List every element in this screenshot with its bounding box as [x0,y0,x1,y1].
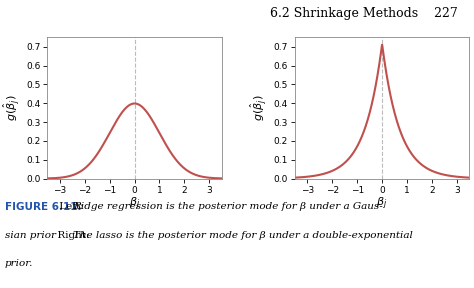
Text: . Right:: . Right: [51,231,92,240]
Text: Left:: Left: [56,202,87,211]
X-axis label: $\beta_j$: $\beta_j$ [376,196,388,212]
Text: Ridge regression is the posterior mode for β under a Gaus-: Ridge regression is the posterior mode f… [73,202,383,211]
Y-axis label: $g(\hat{\beta}_j)$: $g(\hat{\beta}_j)$ [1,95,22,121]
Text: The lasso is the posterior mode for β under a double-exponential: The lasso is the posterior mode for β un… [73,231,413,240]
Text: 6.2 Shrinkage Methods    227: 6.2 Shrinkage Methods 227 [270,7,458,20]
Y-axis label: $g(\hat{\beta}_j)$: $g(\hat{\beta}_j)$ [249,95,269,121]
Text: sian prior: sian prior [5,231,56,240]
X-axis label: $\beta_j$: $\beta_j$ [129,196,140,212]
Text: prior.: prior. [5,259,33,268]
Text: FIGURE 6.11.: FIGURE 6.11. [5,202,81,213]
